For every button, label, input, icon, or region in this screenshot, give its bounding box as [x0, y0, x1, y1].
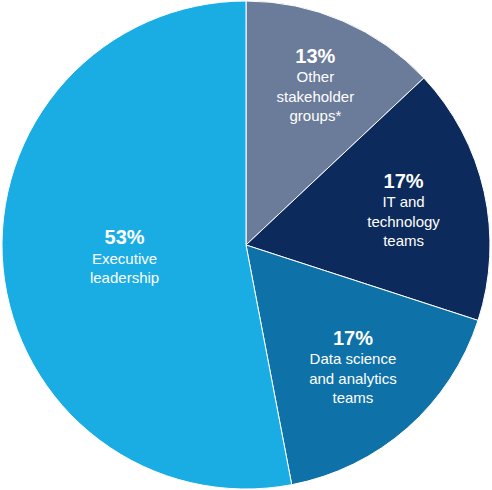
- svg-text:17%Data scienceand analyticste: 17%Data scienceand analyticsteams: [309, 327, 397, 407]
- svg-text:13%Otherstakeholdergroups*: 13%Otherstakeholdergroups*: [277, 45, 355, 125]
- svg-text:17%IT andtechnologyteams: 17%IT andtechnologyteams: [367, 170, 440, 250]
- svg-text:53%Executiveleadership: 53%Executiveleadership: [90, 226, 159, 286]
